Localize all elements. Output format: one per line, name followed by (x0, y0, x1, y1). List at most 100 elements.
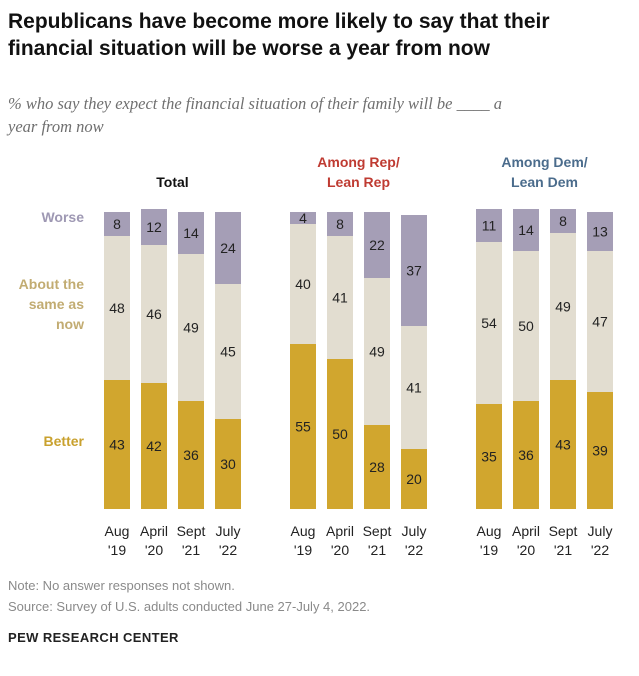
bar-worse-dem-3 (587, 212, 613, 251)
bar-better-dem-0 (476, 404, 502, 509)
xlabel-total-0-year: '19 (108, 542, 126, 558)
xlabel-rep-3-month: July (402, 523, 427, 539)
label-worse-rep-0: 4 (299, 210, 307, 226)
group-heading-rep-line-2: Lean Rep (327, 174, 390, 190)
label-better-dem-0: 35 (481, 449, 497, 465)
chart-title-line-2: financial situation will be worse a year… (8, 37, 490, 60)
row-label-same-2: same as (29, 296, 84, 312)
label-better-rep-0: 55 (295, 419, 311, 435)
label-worse-rep-3: 37 (406, 263, 422, 279)
group-heading-dem-line-1: Among Dem/ (501, 154, 587, 170)
bar-better-dem-1 (513, 401, 539, 509)
label-worse-dem-0: 11 (482, 218, 497, 234)
bar-worse-rep-1 (327, 212, 353, 236)
chart-subtitle-line-1: % who say they expect the financial situ… (8, 94, 503, 113)
bar-worse-dem-0 (476, 209, 502, 242)
bar-worse-rep-2 (364, 212, 390, 278)
label-worse-rep-2: 22 (369, 237, 385, 253)
bar-same-dem-3 (587, 251, 613, 392)
chart-note: Note: No answer responses not shown. (8, 578, 235, 593)
xlabel-dem-1-year: '20 (517, 542, 535, 558)
bar-worse-total-3 (215, 212, 241, 284)
label-same-rep-0: 40 (295, 276, 311, 292)
bar-better-rep-1 (327, 359, 353, 509)
bar-same-total-3 (215, 284, 241, 419)
bar-same-total-0 (104, 236, 130, 380)
label-same-total-2: 49 (183, 320, 199, 336)
label-same-dem-1: 50 (518, 318, 534, 334)
xlabel-total-2-month: Sept (177, 523, 206, 539)
bar-better-dem-2 (550, 380, 576, 509)
label-same-rep-1: 41 (332, 290, 348, 306)
xlabel-total-0-month: Aug (105, 523, 130, 539)
row-label-same-3: now (56, 316, 84, 332)
xlabel-rep-1-month: April (326, 523, 354, 539)
bar-same-dem-0 (476, 242, 502, 404)
bar-better-total-1 (141, 383, 167, 509)
label-better-total-2: 36 (183, 447, 199, 463)
row-label-worse-1: Worse (41, 209, 84, 225)
bar-better-total-3 (215, 419, 241, 509)
xlabel-dem-2-month: Sept (549, 523, 578, 539)
chart-subtitle-line-2: year from now (8, 117, 104, 136)
bar-worse-dem-2 (550, 209, 576, 233)
label-better-total-0: 43 (109, 437, 125, 453)
xlabel-dem-3-year: '22 (591, 542, 609, 558)
bar-same-rep-2 (364, 278, 390, 425)
brand-logo-text: PEW RESEARCH CENTER (8, 630, 179, 645)
label-same-total-0: 48 (109, 300, 125, 316)
label-worse-total-2: 14 (183, 225, 199, 241)
bar-worse-total-1 (141, 209, 167, 245)
xlabel-dem-0-year: '19 (480, 542, 498, 558)
bar-worse-rep-3 (401, 215, 427, 326)
bar-same-dem-1 (513, 251, 539, 401)
bar-same-rep-3 (401, 326, 427, 449)
label-same-rep-2: 49 (369, 344, 385, 360)
bar-better-total-0 (104, 380, 130, 509)
label-better-total-1: 42 (146, 438, 162, 454)
bar-better-total-2 (178, 401, 204, 509)
xlabel-total-2-year: '21 (182, 542, 200, 558)
label-same-dem-0: 54 (481, 315, 497, 331)
label-better-dem-2: 43 (555, 437, 571, 453)
xlabel-dem-0-month: Aug (477, 523, 502, 539)
bar-same-dem-2 (550, 233, 576, 380)
label-worse-rep-1: 8 (336, 216, 344, 232)
bar-better-dem-3 (587, 392, 613, 509)
xlabel-rep-0-month: Aug (291, 523, 316, 539)
group-heading-dem-line-2: Lean Dem (511, 174, 578, 190)
bar-same-rep-0 (290, 224, 316, 344)
xlabel-rep-3-year: '22 (405, 542, 423, 558)
label-worse-total-3: 24 (220, 240, 236, 256)
xlabel-dem-1-month: April (512, 523, 540, 539)
xlabel-rep-1-year: '20 (331, 542, 349, 558)
label-same-total-1: 46 (146, 306, 162, 322)
xlabel-rep-0-year: '19 (294, 542, 312, 558)
xlabel-rep-2-year: '21 (368, 542, 386, 558)
bar-worse-dem-1 (513, 209, 539, 251)
chart-source: Source: Survey of U.S. adults conducted … (8, 599, 371, 614)
row-label-same-1: About the (19, 276, 85, 292)
label-worse-total-0: 8 (113, 216, 121, 232)
row-label-better-1: Better (44, 433, 85, 449)
xlabel-total-1-month: April (140, 523, 168, 539)
label-worse-dem-2: 8 (559, 213, 567, 229)
xlabel-total-3-year: '22 (219, 542, 237, 558)
label-better-total-3: 30 (220, 456, 236, 472)
label-same-total-3: 45 (220, 344, 236, 360)
label-better-rep-2: 28 (369, 459, 385, 475)
label-better-rep-1: 50 (332, 426, 348, 442)
chart-title: Republicans have become more likely to s… (8, 8, 633, 62)
xlabel-rep-2-month: Sept (363, 523, 392, 539)
label-same-rep-3: 41 (406, 380, 422, 396)
bar-better-rep-0 (290, 344, 316, 509)
label-same-dem-3: 47 (592, 314, 608, 330)
xlabel-total-1-year: '20 (145, 542, 163, 558)
group-heading-rep-line-1: Among Rep/ (317, 154, 400, 170)
group-heading-total: Total (156, 174, 188, 190)
xlabel-dem-3-month: July (588, 523, 613, 539)
label-worse-dem-1: 14 (518, 222, 534, 238)
label-better-dem-3: 39 (592, 443, 608, 459)
label-same-dem-2: 49 (555, 299, 571, 315)
